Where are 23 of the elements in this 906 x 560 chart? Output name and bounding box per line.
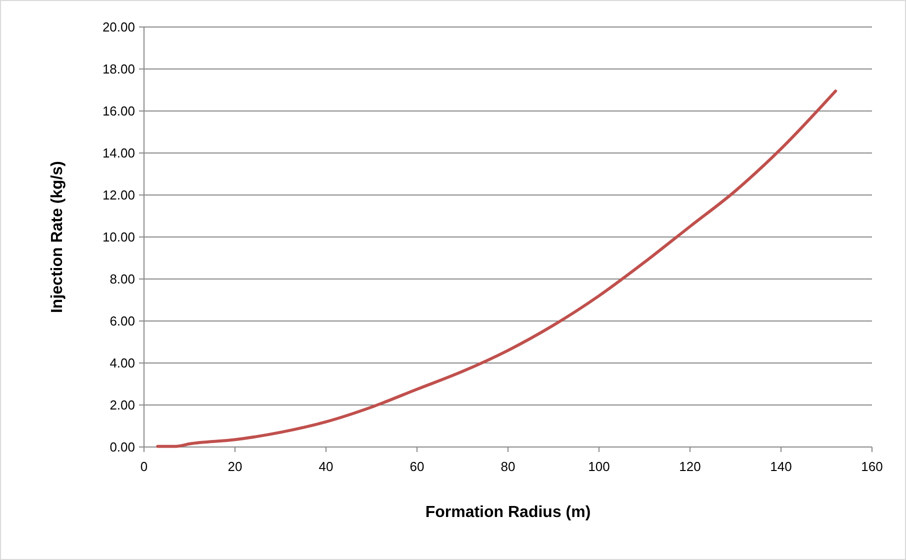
y-tick-label: 16.00 (102, 104, 135, 119)
y-tick-label: 12.00 (102, 188, 135, 203)
y-tick-label: 0.00 (110, 440, 135, 455)
y-tick-label: 4.00 (110, 356, 135, 371)
y-tick-label: 2.00 (110, 398, 135, 413)
x-tick-label: 0 (140, 459, 148, 474)
x-tick-label: 140 (770, 459, 792, 474)
y-tick-label: 20.00 (102, 20, 135, 35)
x-tick-label: 80 (500, 459, 516, 474)
y-tick-label: 8.00 (110, 272, 135, 287)
x-axis-title: Formation Radius (m) (425, 504, 591, 521)
y-tick-label: 18.00 (102, 62, 135, 77)
x-tick-label: 100 (588, 459, 610, 474)
line-series (156, 90, 838, 448)
x-tick-label: 60 (410, 459, 424, 474)
x-tick-label: 160 (861, 459, 883, 474)
y-axis-title: Injection Rate (kg/s) (49, 160, 66, 314)
y-tick-label: 14.00 (102, 146, 135, 161)
y-tick-label: 10.00 (102, 230, 135, 245)
x-tick-label: 20 (228, 459, 242, 474)
x-tick-label: 40 (318, 459, 334, 474)
x-tick-label: 120 (679, 459, 701, 474)
y-tick-label: 6.00 (110, 314, 135, 329)
